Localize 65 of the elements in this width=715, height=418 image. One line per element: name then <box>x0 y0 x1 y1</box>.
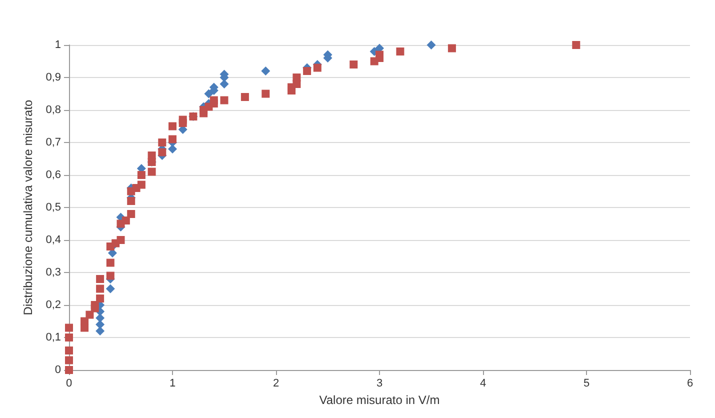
point <box>426 40 436 50</box>
point <box>96 294 104 302</box>
point <box>96 320 105 329</box>
point <box>158 138 166 146</box>
point <box>313 64 322 72</box>
y-tick-label: 0,7 <box>46 136 61 148</box>
point <box>116 236 125 244</box>
point <box>127 197 136 205</box>
point <box>262 90 270 98</box>
point <box>127 210 136 218</box>
y-tick-label: 0,9 <box>46 72 61 84</box>
point <box>168 135 176 144</box>
point <box>137 180 146 189</box>
x-tick-label: 5 <box>583 378 590 390</box>
point <box>168 122 176 130</box>
x-axis-title: Valore misurato in V/m <box>319 392 440 407</box>
x-tick-label: 2 <box>272 378 280 390</box>
point <box>396 48 404 56</box>
y-tick-label: 0,2 <box>46 299 61 311</box>
point <box>303 67 312 75</box>
point <box>168 144 177 154</box>
point <box>65 356 73 364</box>
y-tick-label: 0,5 <box>46 202 61 214</box>
point <box>106 284 115 294</box>
point <box>350 60 358 68</box>
y-tick-label: 1 <box>54 39 61 51</box>
point <box>148 152 156 160</box>
point <box>96 326 105 336</box>
y-axis-title: Distribuzione cumulativa valore misurato <box>21 99 35 316</box>
y-tick-label: 0,8 <box>46 104 61 116</box>
point <box>148 168 156 176</box>
point <box>210 96 218 104</box>
y-tick-label: 0 <box>54 364 61 376</box>
point <box>80 317 89 326</box>
point <box>292 74 301 82</box>
point <box>65 346 73 354</box>
point <box>96 314 105 322</box>
x-tick-label: 3 <box>376 378 383 390</box>
point <box>220 80 229 88</box>
point <box>204 89 214 98</box>
point <box>158 148 166 156</box>
point <box>137 171 146 179</box>
point <box>106 272 114 280</box>
point <box>96 284 104 293</box>
point <box>96 275 104 283</box>
point <box>106 258 114 267</box>
x-tick-label: 0 <box>66 378 72 390</box>
y-tick-label: 0,3 <box>46 266 61 278</box>
point <box>220 96 228 104</box>
point <box>240 93 249 101</box>
point <box>178 116 187 124</box>
point <box>261 66 270 76</box>
point <box>65 334 73 342</box>
x-tick-label: 4 <box>480 378 486 390</box>
y-tick-label: 0,6 <box>46 169 61 181</box>
y-tick-label: 0,4 <box>46 234 61 246</box>
x-tick-label: 1 <box>169 378 176 390</box>
x-tick-label: 6 <box>686 378 694 390</box>
y-tick-label: 0,1 <box>46 332 61 344</box>
point <box>448 44 456 52</box>
point <box>86 310 94 319</box>
point <box>90 301 99 309</box>
point <box>572 41 580 49</box>
point <box>122 216 130 224</box>
point <box>65 324 73 332</box>
